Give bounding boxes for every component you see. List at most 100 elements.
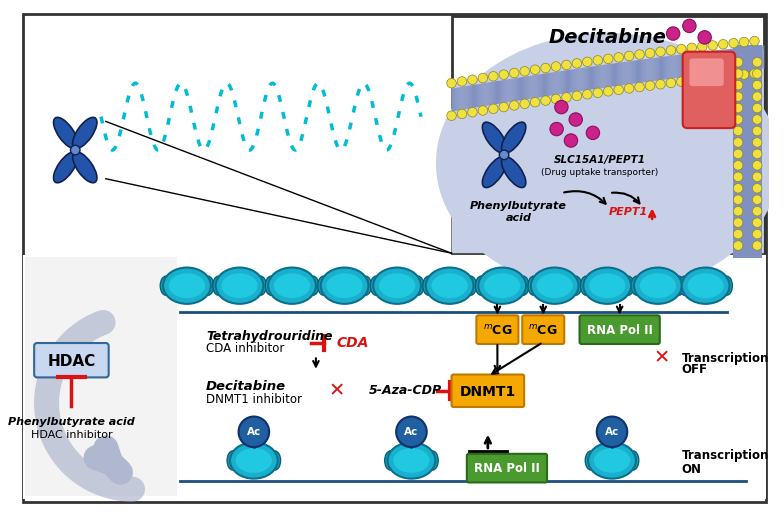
Circle shape [698,42,707,52]
Ellipse shape [227,451,238,470]
Circle shape [655,79,666,89]
Text: Decitabine: Decitabine [206,380,286,393]
Ellipse shape [423,276,434,295]
Ellipse shape [502,122,526,153]
Circle shape [520,67,529,76]
Text: RNA Pol II: RNA Pol II [474,462,540,475]
Bar [23,255,766,498]
Circle shape [708,41,717,50]
Circle shape [569,113,583,126]
Circle shape [677,44,686,54]
FancyBboxPatch shape [689,58,724,86]
Ellipse shape [431,273,468,298]
Bar [24,257,177,496]
Circle shape [635,50,644,59]
Circle shape [478,73,488,83]
Circle shape [583,90,592,99]
Circle shape [739,70,749,79]
Circle shape [561,93,572,102]
Circle shape [561,60,572,70]
Ellipse shape [160,276,172,295]
Circle shape [687,43,696,53]
Ellipse shape [627,451,639,470]
Text: RNA Pol II: RNA Pol II [586,324,652,337]
Ellipse shape [484,273,521,298]
Circle shape [478,106,488,115]
Circle shape [753,218,762,228]
Text: Ac: Ac [405,427,419,437]
Text: 5-Aza-CDP: 5-Aza-CDP [368,384,441,397]
Text: PEPT1: PEPT1 [608,207,648,217]
Circle shape [520,99,529,108]
Circle shape [733,57,743,67]
Circle shape [753,241,762,250]
Ellipse shape [502,156,526,187]
Ellipse shape [387,442,435,479]
Ellipse shape [202,276,214,295]
Circle shape [753,126,762,136]
Circle shape [698,30,711,44]
Ellipse shape [307,276,319,295]
Circle shape [457,77,466,86]
Circle shape [718,72,728,82]
Circle shape [733,69,743,78]
Ellipse shape [478,268,526,304]
Ellipse shape [360,276,372,295]
FancyBboxPatch shape [34,343,109,377]
Circle shape [698,74,707,84]
Ellipse shape [318,276,329,295]
Ellipse shape [255,276,267,295]
Ellipse shape [412,276,424,295]
Ellipse shape [622,276,634,295]
Circle shape [530,98,540,107]
Circle shape [238,416,269,447]
Ellipse shape [673,276,684,295]
Text: $^{m}$CG: $^{m}$CG [483,324,512,337]
Circle shape [733,184,743,193]
Circle shape [733,103,743,113]
FancyBboxPatch shape [522,315,564,344]
Circle shape [655,47,666,57]
Ellipse shape [588,442,636,479]
Circle shape [604,87,613,96]
Circle shape [733,126,743,136]
FancyBboxPatch shape [579,315,660,344]
Circle shape [753,80,762,90]
Circle shape [666,78,676,88]
Circle shape [71,146,80,155]
Text: Phenylbutyrate
acid: Phenylbutyrate acid [470,201,567,223]
Text: Phenylbutyrate acid: Phenylbutyrate acid [8,417,135,427]
Text: Transcription: Transcription [682,449,769,462]
Ellipse shape [370,276,382,295]
Circle shape [733,195,743,204]
Ellipse shape [528,276,539,295]
Circle shape [572,91,582,101]
Ellipse shape [426,451,438,470]
Ellipse shape [631,276,643,295]
FancyBboxPatch shape [466,454,547,482]
Ellipse shape [268,268,316,304]
Circle shape [488,72,498,81]
Ellipse shape [570,276,582,295]
Ellipse shape [53,152,78,183]
Circle shape [733,92,743,101]
Circle shape [624,84,634,93]
Circle shape [753,115,762,124]
Ellipse shape [221,273,258,298]
Ellipse shape [688,273,724,298]
FancyBboxPatch shape [452,375,524,407]
Text: (Drug uptake transporter): (Drug uptake transporter) [541,168,659,176]
Bar [452,17,764,253]
Text: Ac: Ac [247,427,261,437]
Circle shape [447,111,456,120]
Circle shape [753,92,762,101]
Circle shape [551,62,561,71]
Circle shape [593,88,603,98]
Ellipse shape [163,268,211,304]
Circle shape [666,27,680,40]
FancyBboxPatch shape [477,315,518,344]
Circle shape [733,206,743,216]
Ellipse shape [373,268,421,304]
Text: ✕: ✕ [654,349,670,368]
Ellipse shape [53,117,78,149]
